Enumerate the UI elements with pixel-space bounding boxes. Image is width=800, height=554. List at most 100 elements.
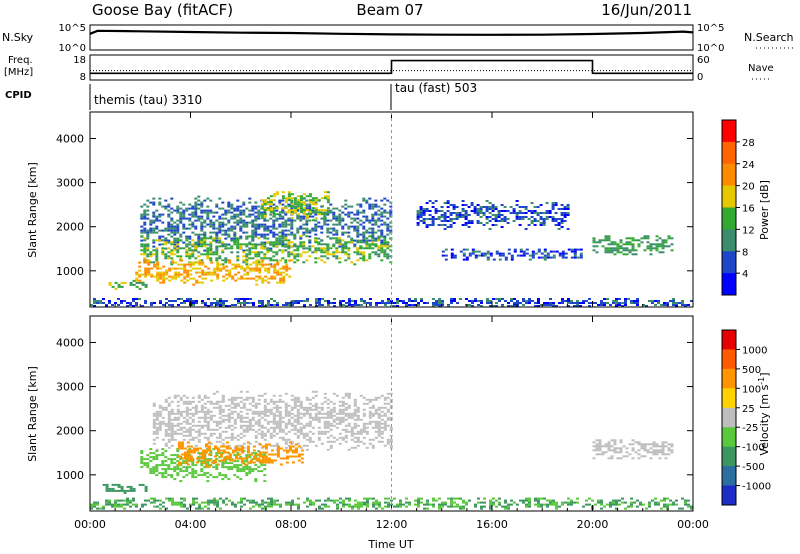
power-cb-label-4: 20 [742, 182, 755, 193]
heat-cell [120, 281, 124, 284]
heat-cell [269, 263, 273, 266]
heat-cell [120, 487, 124, 490]
heat-cell [179, 221, 183, 224]
heat-cell [480, 254, 484, 257]
heat-cell [212, 231, 216, 234]
heat-cell [149, 470, 153, 473]
heat-cell [191, 468, 195, 471]
heat-cell [263, 207, 267, 210]
heat-cell [634, 239, 638, 242]
heat-cell [227, 426, 231, 429]
heat-cell [504, 258, 508, 261]
heat-cell [335, 394, 339, 397]
colorbar-swatch-3 [722, 388, 736, 409]
heat-cell [567, 300, 570, 302]
heat-cell [504, 505, 507, 508]
heat-cell [239, 247, 243, 250]
heat-cell [269, 203, 273, 206]
heat-cell [290, 398, 294, 401]
heat-cell [318, 499, 321, 502]
heat-cell [314, 211, 318, 214]
heat-cell [428, 224, 432, 226]
heat-cell [377, 217, 381, 220]
heat-cell [207, 503, 210, 506]
heat-cell [216, 277, 220, 280]
heat-cell [261, 277, 265, 280]
heat-cell [350, 261, 354, 264]
heat-cell [360, 300, 363, 302]
heat-cell [266, 225, 270, 228]
heat-cell [582, 302, 585, 304]
heat-cell [245, 225, 249, 228]
heat-cell [149, 255, 153, 258]
heat-cell [287, 253, 291, 256]
heat-cell [209, 452, 213, 455]
heat-cell [194, 430, 198, 433]
heat-cell [371, 412, 375, 415]
heat-cell [216, 267, 220, 270]
heat-cell [600, 300, 603, 302]
heat-cell [221, 221, 225, 224]
heat-cell [207, 271, 211, 274]
heat-cell [657, 503, 660, 506]
heat-cell [294, 302, 297, 304]
heat-cell [504, 507, 507, 510]
heat-cell [315, 298, 318, 300]
heat-cell [625, 451, 629, 454]
heat-cell [233, 426, 237, 429]
heat-cell [296, 217, 300, 220]
heat-cell [455, 216, 459, 218]
heat-cell [287, 404, 291, 407]
heat-cell [308, 231, 312, 234]
heat-cell [209, 225, 213, 228]
heat-cell [687, 505, 690, 508]
heat-cell [176, 412, 180, 415]
heat-cell [227, 229, 231, 232]
heat-cell [479, 216, 483, 218]
heat-cell [186, 279, 190, 282]
heat-cell [237, 449, 241, 452]
heat-cell [257, 402, 261, 405]
heat-cell [483, 254, 487, 257]
heat-cell [348, 503, 351, 506]
heat-cell [368, 253, 372, 256]
heat-cell [296, 416, 300, 419]
heat-cell [314, 201, 318, 204]
heat-cell [245, 231, 249, 234]
heat-cell [366, 505, 369, 508]
heat-cell [249, 267, 253, 270]
heat-cell [342, 503, 345, 506]
heat-cell [249, 453, 253, 456]
heat-cell [246, 449, 250, 452]
heat-cell [281, 191, 285, 194]
heat-cell [246, 441, 250, 444]
heat-cell [164, 472, 168, 475]
heat-cell [236, 452, 240, 455]
heat-cell [266, 420, 270, 423]
heat-cell [302, 414, 306, 417]
heat-cell [416, 222, 420, 224]
heat-cell [276, 273, 280, 276]
heat-cell [200, 215, 204, 218]
heat-cell [209, 235, 213, 238]
heat-cell [552, 501, 555, 504]
heat-cell [522, 499, 525, 502]
heat-cell [329, 237, 333, 240]
heat-cell [342, 505, 345, 508]
heat-cell [183, 505, 186, 508]
heat-cell [625, 243, 629, 246]
heat-cell [314, 209, 318, 212]
heat-cell [213, 461, 217, 464]
heat-cell [263, 454, 267, 457]
heat-cell [200, 223, 204, 226]
heat-cell [255, 259, 259, 262]
heat-cell [595, 453, 599, 456]
heat-cell [423, 507, 426, 510]
velocity-cb-label-4: -25 [742, 423, 758, 434]
heat-cell [383, 424, 387, 427]
heat-cell [192, 451, 196, 454]
heat-cell [300, 449, 304, 452]
heat-cell [284, 259, 288, 262]
heat-cell [213, 499, 216, 502]
heat-cell [570, 256, 574, 259]
